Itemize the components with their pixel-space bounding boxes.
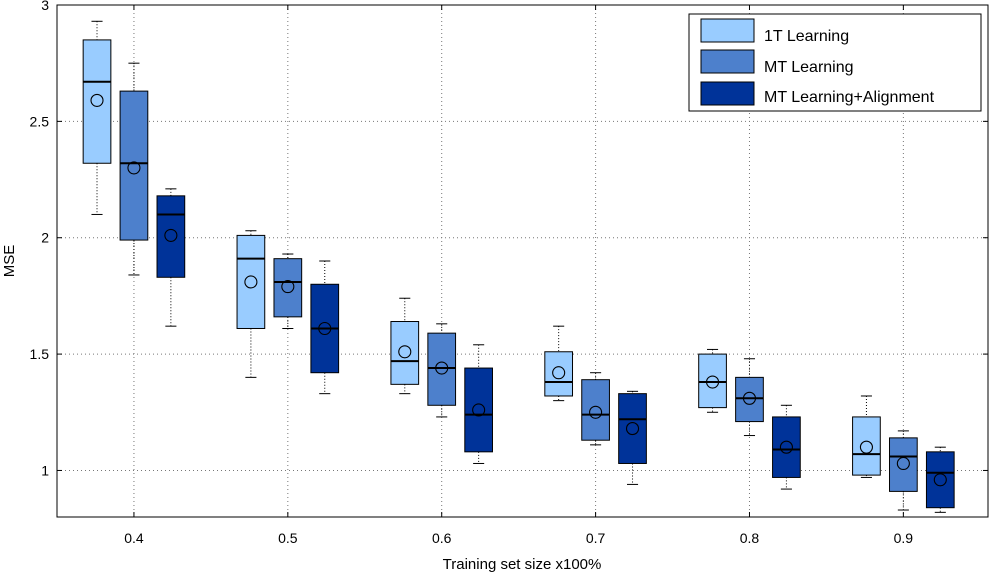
mean-marker bbox=[705, 375, 720, 389]
iqr-box bbox=[889, 437, 918, 492]
y-tick-label: 1.5 bbox=[30, 346, 50, 362]
iqr-box bbox=[119, 90, 149, 241]
mean-marker bbox=[933, 473, 947, 487]
x-tick-label: 0.7 bbox=[586, 530, 606, 546]
box-1t-learning-0.9 bbox=[852, 395, 881, 478]
iqr-box bbox=[82, 39, 112, 164]
series-mt-learning bbox=[119, 62, 918, 511]
mean-marker bbox=[164, 228, 178, 242]
box-mt-learning-alignment-0.8 bbox=[772, 404, 801, 490]
series-mt-learning-alignment bbox=[156, 188, 955, 513]
legend-swatch-mt-learning-alignment bbox=[700, 81, 755, 106]
mean-marker bbox=[435, 361, 449, 375]
mean-marker bbox=[127, 161, 141, 175]
x-tick-label: 0.6 bbox=[432, 530, 452, 546]
x-tick-label: 0.8 bbox=[740, 530, 760, 546]
legend-label-1t-learning: 1T Learning bbox=[764, 28, 849, 45]
legend-label-mt-learning: MT Learning bbox=[764, 59, 854, 76]
mean-marker bbox=[90, 93, 104, 107]
mean-marker bbox=[472, 403, 486, 417]
mean-marker bbox=[859, 440, 873, 454]
box-1t-learning-0.8 bbox=[698, 348, 727, 413]
box-1t-learning-0.5 bbox=[236, 230, 266, 378]
box-mt-learning-alignment-0.6 bbox=[464, 344, 493, 464]
mean-marker bbox=[896, 456, 910, 471]
box-mt-learning-0.4 bbox=[119, 62, 149, 276]
y-axis-label: MSE bbox=[1, 245, 18, 278]
box-mt-learning-0.7 bbox=[581, 372, 610, 446]
iqr-box bbox=[581, 379, 610, 441]
box-mt-learning-0.6 bbox=[427, 323, 457, 418]
iqr-box bbox=[544, 351, 574, 397]
legend: 1T Learning MT Learning MT Learning+Alig… bbox=[688, 13, 982, 112]
iqr-box bbox=[852, 416, 881, 476]
x-tick-label: 0.5 bbox=[278, 530, 298, 546]
iqr-box bbox=[698, 353, 727, 409]
mean-marker bbox=[552, 366, 566, 380]
mean-marker bbox=[398, 345, 412, 359]
mean-marker bbox=[742, 391, 757, 405]
y-tick-label: 2 bbox=[41, 230, 49, 246]
box-mt-learning-alignment-0.4 bbox=[156, 188, 186, 327]
axis-ticks: 1 1.5 2 2.5 3 0.4 0.5 0.6 0.7 0.8 0.9 bbox=[30, 0, 988, 546]
box-mt-learning-alignment-0.7 bbox=[618, 390, 647, 485]
box-1t-learning-0.6 bbox=[390, 297, 420, 395]
box-mt-learning-alignment-0.9 bbox=[925, 446, 955, 513]
series-1t-learning bbox=[82, 20, 881, 478]
plot-frame bbox=[56, 4, 989, 518]
iqr-box bbox=[772, 416, 801, 478]
x-tick-label: 0.4 bbox=[124, 530, 144, 546]
legend-swatch-1t-learning bbox=[700, 18, 755, 43]
y-tick-label: 3 bbox=[41, 0, 49, 13]
iqr-box bbox=[735, 376, 764, 423]
box-1t-learning-0.4 bbox=[82, 20, 112, 215]
box-1t-learning-0.7 bbox=[544, 325, 574, 402]
legend-swatch-mt-learning bbox=[700, 49, 755, 74]
mean-marker bbox=[244, 275, 258, 289]
x-axis-label: Training set size x100% bbox=[443, 556, 602, 573]
y-tick-label: 2.5 bbox=[30, 113, 50, 129]
plot-series bbox=[82, 20, 955, 513]
legend-label-mt-learning-alignment: MT Learning+Alignment bbox=[764, 89, 935, 106]
iqr-box bbox=[156, 195, 186, 278]
box-mt-learning-alignment-0.5 bbox=[310, 260, 340, 395]
mean-marker bbox=[281, 280, 295, 294]
mean-marker bbox=[779, 440, 793, 454]
iqr-box bbox=[273, 258, 303, 318]
iqr-box bbox=[427, 332, 457, 406]
box-mt-learning-0.5 bbox=[273, 253, 303, 329]
iqr-box bbox=[390, 321, 420, 385]
iqr-box bbox=[464, 367, 493, 453]
mean-marker bbox=[589, 405, 603, 419]
iqr-box bbox=[925, 451, 955, 509]
mean-marker bbox=[318, 321, 332, 336]
iqr-box bbox=[236, 234, 266, 329]
x-tick-label: 0.9 bbox=[894, 530, 914, 546]
box-mt-learning-0.8 bbox=[735, 358, 764, 437]
iqr-box bbox=[618, 393, 647, 464]
box-mt-learning-0.9 bbox=[889, 430, 918, 511]
mean-marker bbox=[625, 422, 640, 436]
y-tick-label: 1 bbox=[41, 462, 49, 478]
